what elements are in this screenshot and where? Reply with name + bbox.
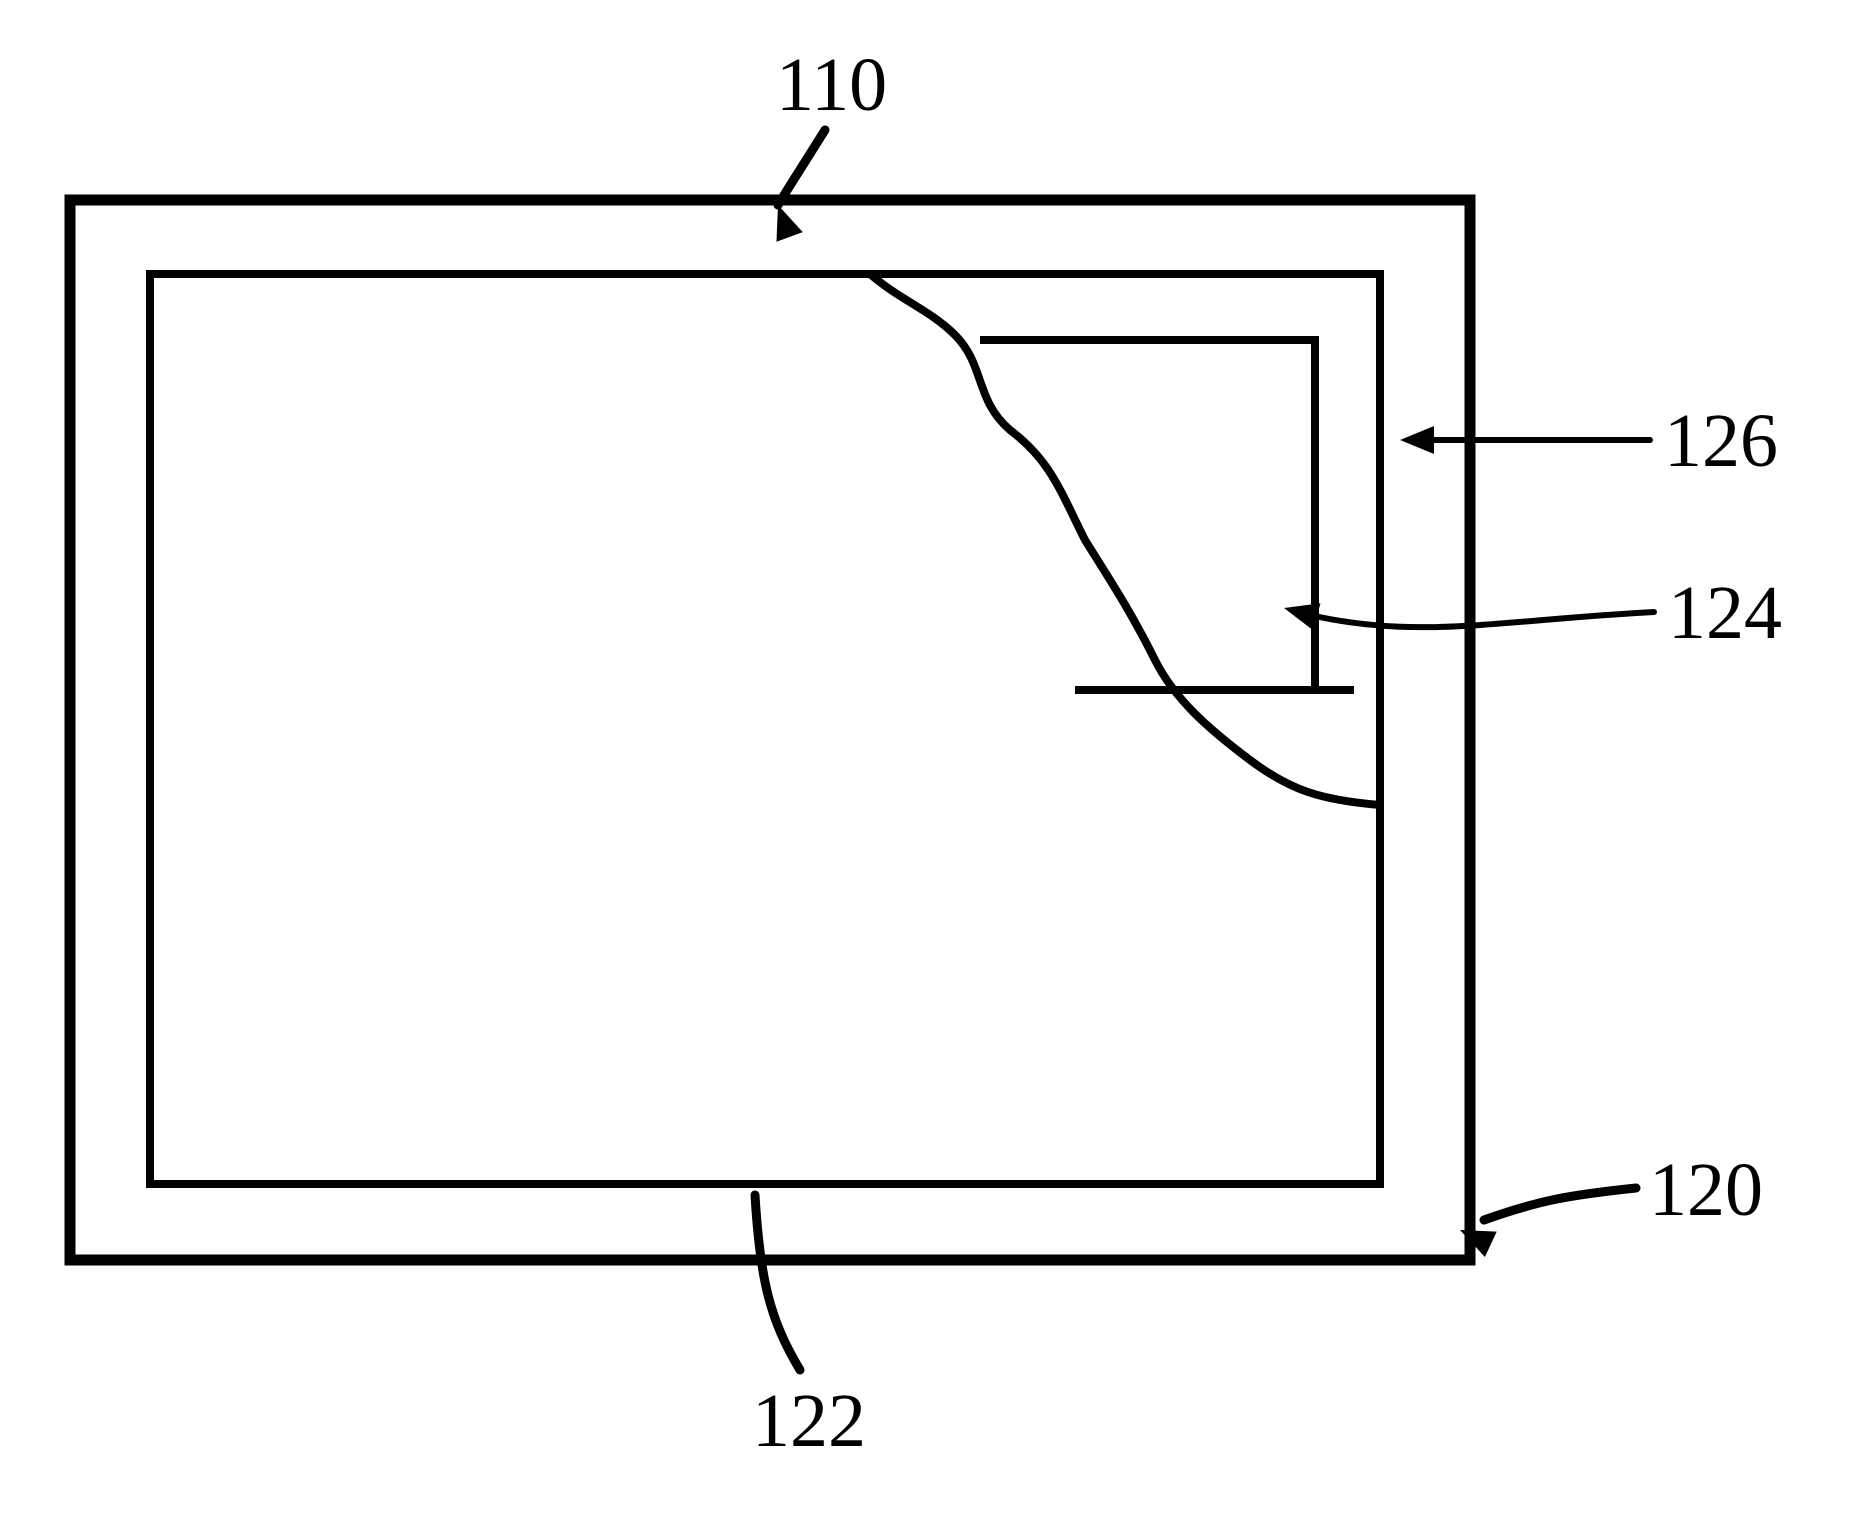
leader-110 (778, 130, 825, 205)
outer-rect (70, 200, 1470, 1260)
label-126: 126 (1664, 398, 1778, 485)
label-124: 124 (1668, 570, 1782, 657)
label-122: 122 (752, 1378, 866, 1465)
label-110: 110 (776, 42, 887, 129)
leader-122 (755, 1195, 800, 1370)
leader-120 (1484, 1188, 1636, 1220)
inner-rect (150, 274, 1380, 1184)
label-120: 120 (1649, 1147, 1763, 1234)
diagram-svg (0, 0, 1858, 1539)
arrow-110 (776, 205, 802, 242)
cutaway-edge (870, 274, 1380, 805)
arrow-126 (1400, 426, 1434, 454)
leader-124 (1310, 612, 1654, 627)
